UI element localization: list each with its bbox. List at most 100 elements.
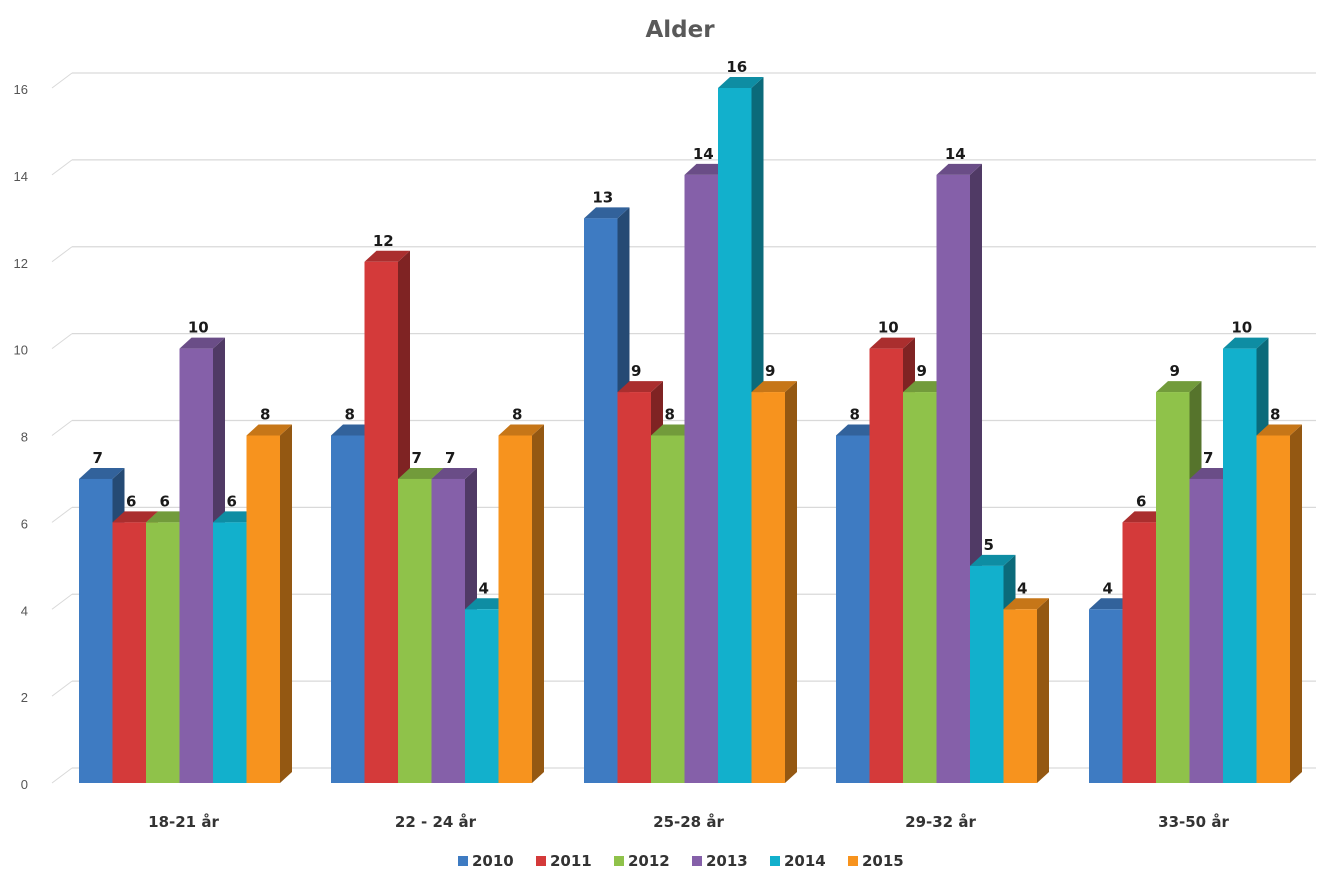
data-label: 8 — [345, 406, 355, 424]
gridline-depth — [51, 506, 73, 523]
data-label: 8 — [512, 406, 522, 424]
x-category-label: 25-28 år — [653, 813, 724, 831]
gridline-depth — [51, 333, 73, 350]
bar-front — [1189, 478, 1223, 783]
data-label: 10 — [878, 319, 899, 337]
legend-label: 2015 — [862, 852, 904, 870]
bar-front — [903, 392, 937, 783]
legend-swatch — [692, 856, 702, 866]
data-label: 7 — [93, 449, 103, 467]
bar-front — [1156, 392, 1190, 783]
y-tick-label: 14 — [14, 169, 28, 184]
bar-front — [617, 392, 651, 783]
legend-swatch — [614, 856, 624, 866]
data-labels: 7 6 6 10 6 8 8 12 7 7 4 8 13 9 8 14 16 9 8 10 9 14 5 4 4 6 9 7 10 8 — [93, 58, 1281, 597]
bar-front — [718, 88, 752, 783]
data-label: 14 — [693, 145, 714, 163]
bar-top — [869, 337, 915, 349]
data-label: 9 — [765, 362, 775, 380]
legend-item: 2010 — [458, 852, 514, 870]
legend-label: 2010 — [472, 852, 514, 870]
bar — [751, 381, 797, 783]
bar — [1003, 598, 1049, 783]
legend-swatch — [458, 856, 468, 866]
legend: 2010 2011 2012 2013 2014 2015 — [458, 852, 904, 870]
y-tick-label: 8 — [21, 430, 28, 445]
bar-front — [213, 522, 247, 783]
bar-top — [431, 467, 477, 479]
data-label: 6 — [160, 492, 170, 510]
data-label: 9 — [631, 362, 641, 380]
legend-item: 2015 — [848, 852, 904, 870]
y-tick-label: 6 — [21, 516, 28, 531]
bar — [718, 77, 764, 783]
data-label: 9 — [917, 362, 927, 380]
data-label: 8 — [850, 406, 860, 424]
bar-top — [718, 77, 764, 88]
legend-swatch — [770, 856, 780, 866]
gridline-depth — [51, 159, 73, 176]
data-label: 6 — [1136, 492, 1146, 510]
bar-top — [1256, 424, 1302, 436]
bar-front — [970, 565, 1004, 783]
data-label: 10 — [1231, 319, 1252, 337]
data-label: 8 — [260, 406, 270, 424]
data-label: 4 — [1103, 579, 1113, 597]
bar-top — [936, 163, 982, 175]
bar-top — [970, 554, 1016, 566]
legend-label: 2012 — [628, 852, 670, 870]
x-category-label: 33-50 år — [1158, 813, 1229, 831]
bar-front — [936, 174, 970, 783]
bar-side — [532, 424, 544, 783]
data-label: 7 — [412, 449, 422, 467]
legend-swatch — [536, 856, 546, 866]
bar-front — [431, 478, 465, 783]
bar-top — [1156, 381, 1202, 393]
data-label: 6 — [126, 492, 136, 510]
bar-top — [498, 424, 544, 436]
bar-front — [1089, 609, 1123, 783]
bar-front — [1122, 522, 1156, 783]
data-label: 10 — [188, 319, 209, 337]
gridline-depth — [51, 420, 73, 436]
bar-front — [651, 435, 685, 783]
bar-side — [785, 381, 797, 783]
y-tick-label: 4 — [21, 603, 28, 618]
bar-top — [751, 381, 797, 393]
bar-front — [398, 478, 432, 783]
data-label: 7 — [1203, 449, 1213, 467]
y-tick-label: 0 — [21, 777, 28, 792]
bar-front — [364, 261, 398, 783]
bar-front — [836, 435, 870, 783]
data-label: 13 — [592, 188, 613, 206]
bar-top — [246, 424, 292, 436]
data-label: 5 — [984, 536, 994, 554]
bar — [498, 424, 544, 783]
bar-front — [751, 392, 785, 783]
data-label: 6 — [227, 492, 237, 510]
y-tick-label: 2 — [21, 690, 28, 705]
data-label: 7 — [445, 449, 455, 467]
data-label: 4 — [1017, 579, 1027, 597]
bar-front — [1256, 435, 1290, 783]
chart-title: Alder — [645, 17, 715, 43]
y-tick-label: 10 — [14, 343, 28, 358]
data-label: 16 — [726, 58, 747, 76]
bar-top — [179, 337, 225, 349]
bar-front — [246, 435, 280, 783]
y-tick-label: 12 — [14, 256, 28, 271]
bar-front — [146, 522, 180, 783]
gridline-depth — [51, 593, 73, 610]
bar-top — [398, 467, 444, 479]
bar-top — [584, 207, 630, 219]
bar-side — [280, 424, 292, 783]
legend-item: 2014 — [770, 852, 826, 870]
bar-top — [617, 381, 663, 393]
bar-top — [1223, 337, 1269, 349]
bar-front — [1223, 348, 1257, 783]
bar-front — [112, 522, 146, 783]
bar-top — [112, 511, 158, 523]
legend-swatch — [848, 856, 858, 866]
